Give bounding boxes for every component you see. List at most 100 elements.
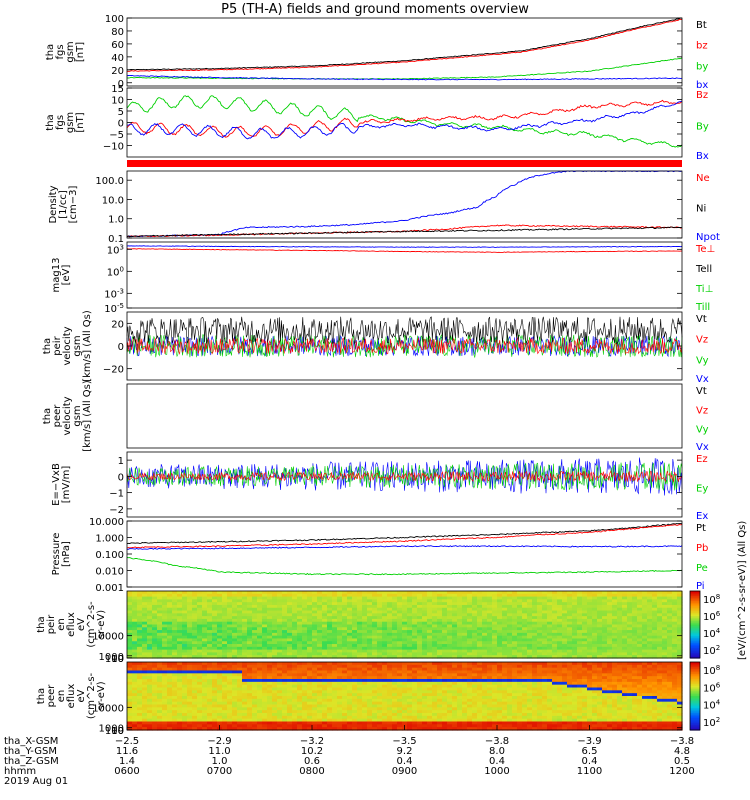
spectrogram-cell	[412, 610, 418, 614]
spectrogram-cell	[322, 635, 328, 640]
spectrogram-cell	[292, 687, 298, 691]
spectrogram-cell	[292, 644, 298, 648]
spectrogram-cell	[422, 676, 428, 680]
spectrogram-cell	[202, 701, 208, 706]
spectrogram-cell	[152, 627, 158, 631]
spectrogram-cell	[507, 673, 513, 677]
spectrogram-cell	[542, 652, 548, 656]
spectrogram-cell	[192, 641, 198, 645]
spectrogram-cell	[357, 662, 363, 666]
spectrogram-cell	[442, 676, 448, 680]
spectrogram-cell	[372, 698, 378, 703]
spectrogram-cell	[537, 655, 543, 659]
spectrogram-cell	[372, 681, 378, 686]
spectrogram-cell	[497, 618, 503, 623]
spectrogram-cell	[527, 621, 533, 626]
spectrogram-cell	[522, 696, 528, 700]
spectrogram-cell	[277, 610, 283, 614]
spectrogram-cell	[217, 599, 223, 603]
spectrogram-cell	[667, 652, 673, 656]
spectrogram-cell	[197, 664, 203, 669]
spectrogram-cell	[447, 693, 453, 697]
spectrogram-cell	[372, 630, 378, 634]
spectrogram-cell	[427, 713, 433, 717]
spectrogram-cell	[312, 721, 318, 725]
spectrogram-cell	[262, 727, 268, 731]
spectrogram-cell	[127, 715, 133, 720]
spectrogram-cell	[182, 638, 188, 642]
spectrogram-cell	[167, 630, 173, 634]
spectrogram-cell	[672, 632, 678, 637]
spectrogram-cell	[312, 718, 318, 723]
spectrogram-cell	[552, 644, 558, 648]
spectrogram-cell	[537, 713, 543, 717]
spectrogram-cell	[567, 649, 573, 654]
spectrogram-cell	[362, 662, 368, 666]
spectrogram-cell	[332, 593, 338, 598]
spectrogram-cell	[502, 693, 508, 697]
spectrogram-cell	[517, 664, 523, 669]
spectrogram-cell	[382, 670, 388, 674]
spectrogram-cell	[622, 646, 628, 651]
spectrogram-cell	[187, 618, 193, 623]
spectrogram-cell	[187, 641, 193, 645]
spectrogram-cell	[397, 684, 403, 689]
spectrogram-cell	[317, 624, 323, 628]
spectrogram-cell	[472, 655, 478, 659]
spectrogram-cell	[577, 599, 583, 603]
spectrogram-cell	[317, 724, 323, 728]
spectrogram-cell	[162, 649, 168, 654]
spectrogram-cell	[572, 649, 578, 654]
spectrogram-cell	[167, 704, 173, 708]
spectrogram-cell	[357, 721, 363, 725]
spectrogram-cell	[522, 679, 528, 683]
spectrogram-cell	[542, 687, 548, 691]
spectrogram-cell	[537, 635, 543, 640]
spectrogram-cell	[512, 715, 518, 720]
spectrogram-cell	[562, 638, 568, 642]
spectrogram-cell	[342, 602, 348, 606]
spectrogram-cell	[442, 696, 448, 700]
spectrogram-cell	[422, 649, 428, 654]
spectrogram-cell	[477, 593, 483, 598]
spectrogram-cell	[667, 610, 673, 614]
spectrogram-cell	[587, 635, 593, 640]
spectrogram-cell	[517, 721, 523, 725]
spectrogram-cell	[537, 618, 543, 623]
spectrogram-cell	[272, 618, 278, 623]
spectrogram-cell	[482, 649, 488, 654]
spectrogram-cell	[332, 644, 338, 648]
spectrogram-cell	[462, 693, 468, 697]
spectrogram-cell	[182, 679, 188, 683]
spectrogram-cell	[182, 593, 188, 598]
spectrogram-cell	[162, 635, 168, 640]
spectrogram-cell	[182, 644, 188, 648]
spectrogram-cell	[547, 635, 553, 640]
spectrogram-cell	[372, 607, 378, 612]
spectrogram-cell	[167, 713, 173, 717]
spectrogram-cell	[187, 664, 193, 669]
spectrogram-cell	[407, 715, 413, 720]
spectrogram-cell	[402, 649, 408, 654]
spectrogram-cell	[402, 664, 408, 669]
spectrogram-cell	[127, 593, 133, 598]
spectrogram-cell	[422, 670, 428, 674]
spectrogram-cell	[342, 635, 348, 640]
spectrogram-cell	[357, 627, 363, 631]
spectrogram-cell	[222, 713, 228, 717]
spectrogram-cell	[447, 621, 453, 626]
spectrogram-cell	[272, 621, 278, 626]
spectrogram-cell	[497, 704, 503, 708]
spectrogram-cell	[332, 727, 338, 731]
spectrogram-cell	[592, 627, 598, 631]
spectrogram-cell	[537, 602, 543, 606]
spectrogram-cell	[277, 641, 283, 645]
spectrogram-cell	[152, 707, 158, 711]
spectrogram-cell	[677, 607, 683, 612]
spectrogram-cell	[297, 624, 303, 628]
spectrogram-cell	[607, 616, 613, 620]
spectrogram-cell	[127, 701, 133, 706]
spectrogram-cell	[387, 613, 393, 617]
spectrogram-cell	[192, 662, 198, 666]
spectrogram-cell	[227, 618, 233, 623]
